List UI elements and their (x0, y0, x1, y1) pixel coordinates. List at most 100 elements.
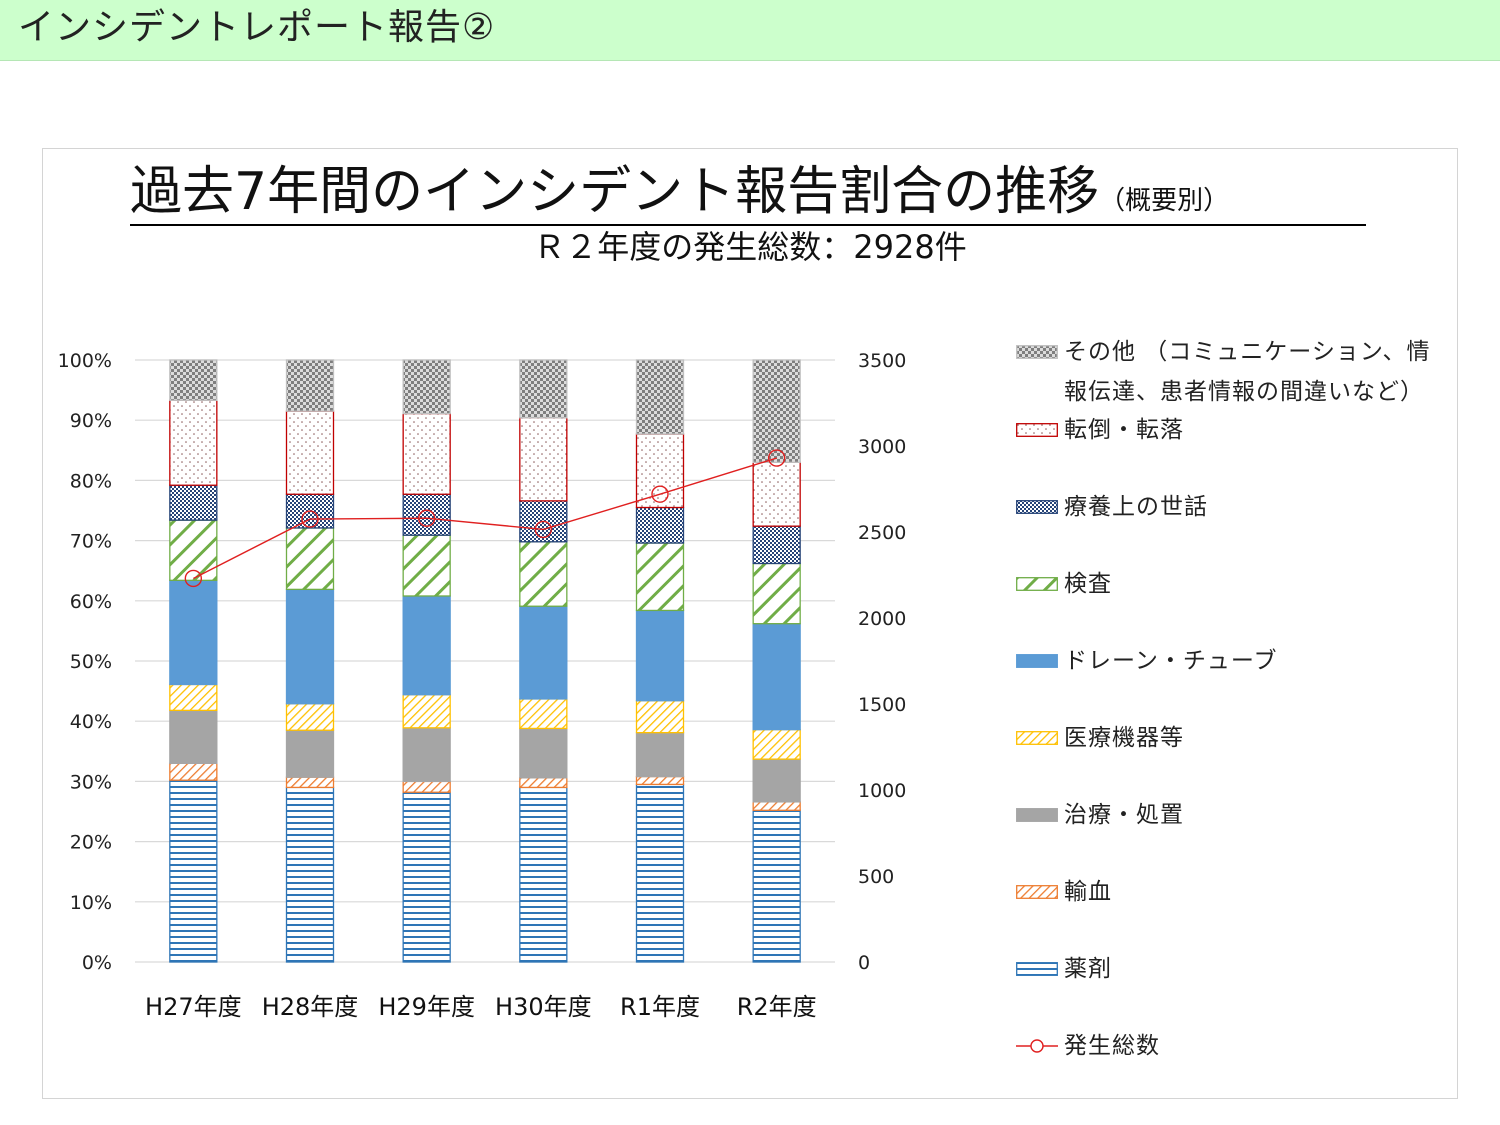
bar-segment-treatment (402, 727, 451, 783)
legend-label: 発生総数 (1064, 1033, 1160, 1059)
bar-segment-care (169, 484, 218, 521)
legend-swatch (1016, 731, 1058, 745)
legend-swatch (1016, 962, 1058, 976)
bar-segment-care (519, 500, 568, 543)
bar-segment-transfusion (752, 801, 801, 811)
bar-segment-device (285, 703, 335, 731)
left-axis: 0% 10% 20% 30% 40% 50% 60% 70% 80% 90% 100% (58, 350, 112, 974)
bar-segment-treatment (635, 731, 685, 778)
total-line-marker (534, 520, 553, 539)
right-tick-label: 2000 (858, 608, 906, 630)
bar-segment-exam (752, 562, 801, 625)
category-label: H29年度 (378, 993, 475, 1021)
total-line-marker (417, 509, 436, 527)
legend-label: 薬剤 (1064, 956, 1112, 982)
right-tick-label: 3000 (858, 436, 906, 458)
bar-segment-fall (285, 410, 335, 495)
bar-segment-transfusion (285, 776, 335, 789)
left-tick-label: 70% (70, 531, 112, 553)
right-tick-label: 500 (858, 866, 894, 888)
bar-segment-fall (169, 399, 218, 486)
left-tick-label: 40% (70, 711, 112, 733)
legend-item-device: 医療機器等 (1016, 718, 1454, 758)
legend-swatch (1016, 654, 1058, 668)
legend-swatch (1016, 808, 1058, 822)
legend-swatch (1016, 577, 1058, 591)
legend-label: 療養上の世話 (1064, 494, 1208, 520)
bar-segment-fall (519, 417, 568, 502)
grid-lines (135, 359, 835, 963)
right-tick-label: 1500 (858, 694, 906, 716)
header-bar: インシデントレポート報告② (0, 0, 1500, 61)
total-line (184, 449, 786, 588)
bar-segment-transfusion (169, 762, 218, 781)
bar-segment-treatment (519, 727, 568, 779)
bar-segment-device (752, 728, 801, 760)
bar-segment-drug (285, 786, 335, 963)
bars (169, 359, 801, 963)
legend-swatch (1016, 885, 1058, 899)
bar-segment-other (752, 359, 801, 463)
legend-item-treatment: 治療・処置 (1016, 795, 1454, 835)
bar-segment-treatment (752, 758, 801, 803)
category-label: R2年度 (737, 993, 817, 1021)
bar-segment-drug (402, 791, 451, 963)
chart-title: 過去7年間のインシデント報告割合の推移（概要別） (130, 160, 1366, 226)
legend-label: 転倒・転落 (1064, 417, 1184, 443)
bar-segment-fall (752, 461, 801, 527)
chart-subtitle: Ｒ２年度の発生総数：2928件 (533, 228, 967, 266)
right-tick-label: 1000 (858, 780, 906, 802)
legend-label: 検査 (1064, 571, 1112, 597)
bar-segment-device (169, 683, 218, 712)
total-line-marker (651, 485, 669, 503)
total-line-marker (301, 510, 319, 528)
bar-segment-fall (402, 412, 451, 495)
left-tick-label: 80% (70, 470, 112, 492)
chart-frame (42, 148, 1458, 1099)
legend-swatch (1016, 500, 1058, 514)
legend-label: 治療・処置 (1064, 802, 1184, 828)
left-tick-label: 20% (70, 832, 112, 854)
bar-segment-drug (752, 809, 801, 963)
bar-segment-fall (635, 433, 685, 509)
right-tick-label: 2500 (858, 522, 906, 544)
bar-segment-other (402, 359, 451, 415)
right-tick-label: 3500 (858, 350, 906, 372)
category-label: H28年度 (262, 993, 359, 1021)
legend-item-care: 療養上の世話 (1016, 487, 1454, 527)
category-label: H30年度 (495, 993, 592, 1021)
legend-label: ドレーン・チューブ (1064, 648, 1278, 674)
bar-segment-drain (402, 595, 451, 696)
left-tick-label: 90% (70, 410, 112, 432)
bar-segment-drug (169, 779, 218, 963)
bar-segment-drain (285, 588, 335, 705)
category-labels: H27年度 H28年度 H29年度 H30年度 R1年度 R2年度 (145, 993, 817, 1021)
bar-segment-device (635, 700, 685, 734)
right-tick-label: 0 (858, 952, 870, 974)
bar-segment-other (169, 359, 218, 401)
bar-segment-exam (169, 519, 218, 581)
legend-swatch (1016, 423, 1058, 437)
bar-segment-drain (169, 579, 218, 686)
legend-item-transfusion: 輸血 (1016, 872, 1454, 912)
bar-segment-exam (285, 527, 335, 591)
left-tick-label: 100% (58, 350, 112, 372)
legend-label: 輸血 (1064, 879, 1112, 905)
legend-label: その他 （コミュニケーション、情報伝達、患者情報の間違いなど） (1064, 339, 1431, 405)
bar-segment-drain (519, 605, 568, 700)
total-line-marker (767, 449, 786, 467)
legend-item-drain: ドレーン・チューブ (1016, 641, 1454, 681)
bar-segment-transfusion (402, 780, 451, 793)
legend-item-drug: 薬剤 (1016, 949, 1454, 989)
right-axis: 0 500 1000 1500 2000 2500 3000 3500 (858, 350, 906, 974)
legend-swatch (1016, 345, 1058, 359)
bar-segment-drain (752, 623, 801, 731)
bar-segment-care (402, 493, 451, 536)
legend-label: 医療機器等 (1064, 725, 1184, 751)
bar-segment-care (635, 506, 685, 544)
legend-item-exam: 検査 (1016, 564, 1454, 604)
bar-segment-transfusion (635, 775, 685, 786)
total-line-marker (184, 569, 203, 588)
bar-segment-treatment (285, 729, 335, 778)
